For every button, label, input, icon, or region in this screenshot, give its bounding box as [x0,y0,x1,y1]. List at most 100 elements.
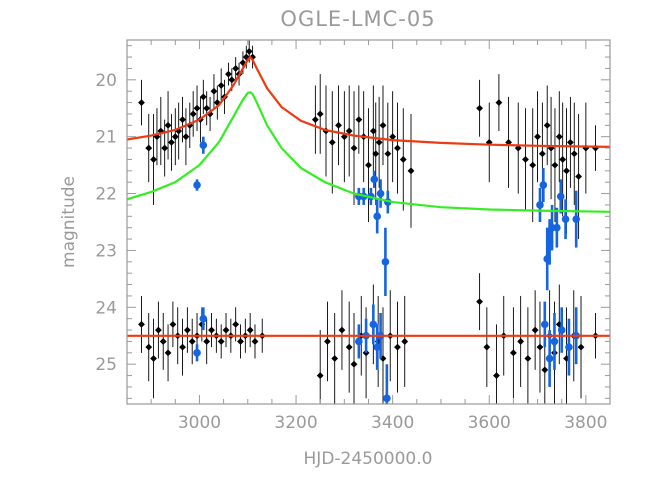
data-point [239,59,247,67]
data-point [161,144,169,152]
data-point [331,355,339,362]
data-point [154,326,162,334]
data-point [531,326,539,334]
data-point [225,70,232,78]
data-point [150,156,157,163]
x-axis-label: HJD-2450000.0 [304,449,433,469]
data-point [375,138,383,146]
data-point-ogle [540,320,549,329]
data-point [171,133,179,141]
data-point [538,150,546,158]
data-point-ogle [383,394,391,403]
data-point-ogle [373,343,381,351]
data-point [168,138,175,146]
data-point [394,144,401,152]
y-axis-label: magnitude [59,176,79,268]
data-point [164,121,172,129]
data-point [524,355,532,362]
data-point-ogle [556,192,565,201]
data-point-ogle [370,175,379,184]
x-tick-label: 3200 [274,413,317,433]
data-point [245,47,253,55]
data-point [169,320,177,328]
data-point [237,338,244,345]
y-tick-label: 23 [95,241,117,261]
data-point-ogle [536,201,544,209]
data-point [510,349,517,357]
data-point [138,99,145,106]
data-point [199,93,207,101]
data-point [577,343,585,351]
data-point [179,116,186,124]
data-point-ogle [545,354,554,363]
data-point [543,121,551,129]
data-point [186,121,194,129]
data-point-ogle [376,189,385,198]
data-point [517,338,525,345]
data-point [575,173,583,180]
x-tick-label: 3800 [564,413,607,433]
data-point [232,320,240,328]
data-point [394,343,401,351]
data-point [328,138,336,146]
data-point [551,161,559,169]
data-point [188,338,196,345]
data-point [534,133,541,141]
data-point [217,82,225,89]
data-point-ogle [199,314,208,323]
data-point-ogle [565,343,573,351]
data-point-ogle [561,215,570,223]
y-tick-label: 25 [95,355,117,375]
data-point [379,121,387,129]
data-point-ogle [553,223,561,232]
data-point [369,127,377,135]
data-point-ogle [381,258,390,266]
data-point [145,144,153,152]
data-point [522,156,529,163]
data-point [193,104,201,112]
data-point [350,360,358,368]
data-point [350,144,358,152]
data-point [505,138,512,146]
data-point [145,343,153,351]
data-point [541,366,549,374]
data-point [345,343,353,351]
data-point [198,320,206,328]
data-point [164,349,172,357]
data-point [249,53,256,61]
data-point [476,104,483,112]
data-point [183,326,191,334]
data-point [217,338,225,345]
data-point [246,326,254,334]
y-tick-label: 20 [95,71,117,91]
data-point [476,298,483,306]
data-point [345,127,353,135]
data-point [338,326,346,334]
data-point [324,338,331,345]
data-point [355,116,363,124]
data-point [365,161,372,169]
data-point [232,65,240,72]
data-point [401,338,409,345]
data-point [316,110,324,118]
data-point-ogle [199,141,208,150]
data-point [495,99,503,106]
fit-curve-2 [127,55,610,148]
data-point [407,167,415,175]
data-point [210,87,218,95]
data-point-ogle [550,337,559,346]
data-point [483,343,491,351]
data-point [529,161,537,169]
y-tick-label: 21 [95,128,117,148]
data-point [566,138,574,146]
data-point [485,138,493,146]
data-point [150,355,157,362]
data-point-ogle [557,326,566,334]
data-point [316,372,324,379]
data-point [384,150,392,158]
data-point [228,76,236,84]
x-tick-label: 3600 [468,413,511,433]
x-tick-label: 3000 [178,413,221,433]
data-point [555,133,563,141]
